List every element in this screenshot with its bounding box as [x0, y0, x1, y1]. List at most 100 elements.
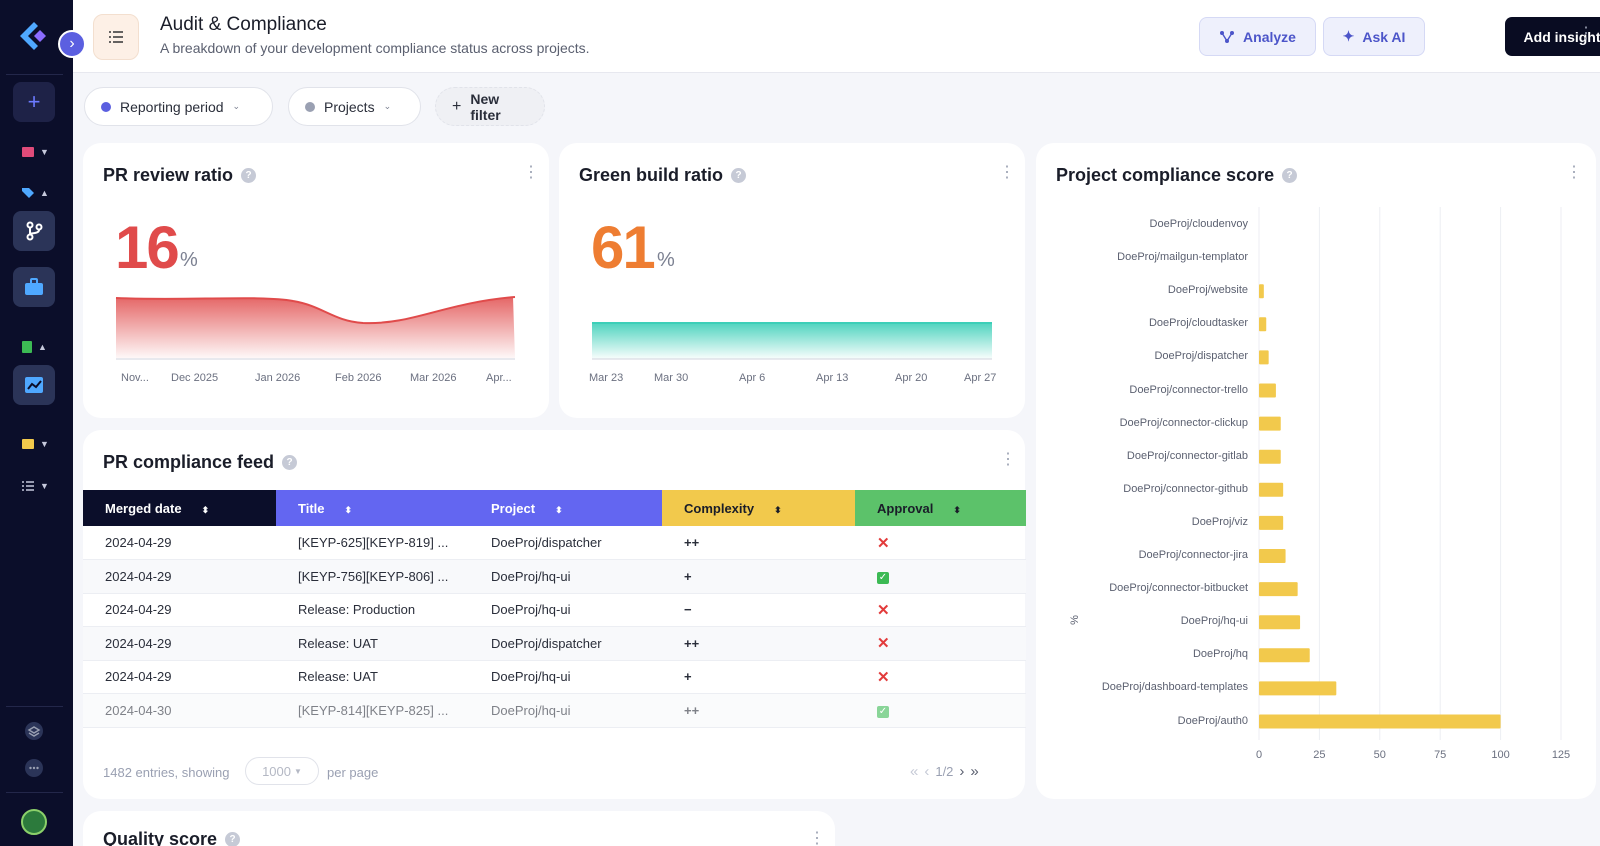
expand-sidebar-button[interactable]: ›: [58, 30, 86, 58]
help-icon[interactable]: ?: [225, 832, 241, 846]
card-menu-icon[interactable]: ⋮: [1000, 451, 1016, 468]
sort-icon[interactable]: ⬍: [555, 504, 563, 515]
bar[interactable]: [1259, 350, 1269, 365]
cell-project[interactable]: DoeProj/dispatcher: [469, 526, 662, 560]
bar[interactable]: [1259, 482, 1284, 497]
approved-icon: ✓: [877, 706, 889, 719]
help-icon[interactable]: ?: [282, 455, 298, 470]
table-row[interactable]: 2024-04-29 Release: UAT DoeProj/hq-ui + ✕: [83, 660, 1026, 694]
cell-title[interactable]: Release: Production: [276, 593, 469, 627]
cell-complexity: ++: [662, 626, 855, 661]
sidebar-divider: [6, 792, 63, 793]
chevron-up-icon: ▲: [40, 188, 49, 198]
add-insight-button[interactable]: Add insight▼: [1505, 17, 1600, 56]
filter-label: Projects: [324, 98, 375, 115]
bar[interactable]: [1259, 383, 1276, 398]
cell-title[interactable]: [KEYP-625][KEYP-819] ...: [276, 526, 469, 560]
sidebar-item-notes[interactable]: ▼: [21, 438, 49, 450]
column-header[interactable]: Merged date ⬍: [83, 490, 276, 526]
cell-project[interactable]: DoeProj/hq-ui: [469, 693, 662, 728]
bar[interactable]: [1259, 549, 1286, 563]
card-menu-icon[interactable]: ⋮: [999, 164, 1015, 181]
chevron-right-icon: ›: [69, 35, 75, 52]
bar[interactable]: [1259, 681, 1337, 696]
analyze-button[interactable]: Analyze: [1199, 17, 1316, 56]
cell-complexity: +: [662, 660, 855, 694]
layers-button[interactable]: [13, 711, 55, 751]
new-filter-button[interactable]: + New filter: [435, 87, 545, 126]
sidebar-item-docs[interactable]: ▲: [21, 340, 47, 354]
x-tick-label: Mar 2026: [410, 372, 457, 384]
help-icon[interactable]: ?: [241, 168, 257, 183]
more-menu-icon[interactable]: ⋮: [1578, 25, 1594, 42]
sidebar-item-portfolio[interactable]: [13, 267, 55, 307]
cell-title[interactable]: [KEYP-814][KEYP-825] ...: [276, 693, 469, 728]
card-menu-icon[interactable]: ⋮: [809, 830, 825, 846]
x-tick-label: Feb 2026: [335, 372, 382, 384]
app-logo[interactable]: [14, 18, 54, 54]
last-page-icon[interactable]: »: [970, 763, 979, 780]
sidebar-item-insights[interactable]: [13, 365, 55, 405]
column-label: Title: [298, 500, 325, 516]
help-icon[interactable]: ?: [1282, 168, 1298, 183]
category-label: DoeProj/dispatcher: [1154, 350, 1248, 363]
metric-unit: %: [657, 249, 675, 271]
cell-title[interactable]: [KEYP-756][KEYP-806] ...: [276, 559, 469, 594]
bar[interactable]: [1259, 317, 1267, 332]
card-menu-icon[interactable]: ⋮: [523, 164, 539, 181]
not-approved-icon: ✕: [877, 635, 890, 653]
cell-title[interactable]: Release: UAT: [276, 660, 469, 694]
page-subtitle: A breakdown of your development complian…: [160, 40, 590, 56]
sidebar-item-branches[interactable]: [13, 211, 55, 251]
bar[interactable]: [1259, 284, 1264, 299]
table-row[interactable]: 2024-04-29 [KEYP-756][KEYP-806] ... DoePro…: [83, 559, 1026, 594]
table-row[interactable]: 2024-04-29 [KEYP-625][KEYP-819] ... DoePro…: [83, 526, 1026, 560]
bar[interactable]: [1259, 449, 1281, 464]
filter-label: Reporting period: [120, 98, 224, 115]
x-tick-label: Apr 6: [739, 372, 766, 384]
bar[interactable]: [1259, 714, 1501, 729]
ask-ai-button[interactable]: ✦ Ask AI: [1323, 17, 1425, 56]
x-tick-label: Jan 2026: [255, 372, 301, 384]
bar[interactable]: [1259, 416, 1281, 431]
first-page-icon[interactable]: «: [910, 763, 919, 780]
card-menu-icon[interactable]: ⋮: [1566, 164, 1582, 181]
sort-icon[interactable]: ⬍: [774, 504, 782, 515]
column-header[interactable]: Project ⬍: [469, 490, 662, 526]
cell-project[interactable]: DoeProj/hq-ui: [469, 559, 662, 594]
bar[interactable]: [1259, 582, 1298, 597]
cell-project[interactable]: DoeProj/hq-ui: [469, 660, 662, 694]
avatar[interactable]: [21, 809, 47, 835]
filter-projects[interactable]: Projects ⌄: [288, 87, 421, 126]
bar[interactable]: [1259, 515, 1284, 530]
column-header[interactable]: Complexity ⬍: [662, 490, 855, 526]
sidebar-item-tags[interactable]: ▲: [21, 187, 49, 199]
table-row[interactable]: 2024-04-30 [KEYP-814][KEYP-825] ... DoePro…: [83, 693, 1026, 728]
filter-reporting-period[interactable]: Reporting period ⌄: [84, 87, 273, 126]
sidebar-item-list[interactable]: ▼: [21, 480, 49, 492]
cell-title[interactable]: Release: UAT: [276, 626, 469, 661]
cell-project[interactable]: DoeProj/hq-ui: [469, 593, 662, 627]
create-button[interactable]: +: [13, 82, 55, 122]
per-page-select[interactable]: 1000 ▼: [245, 757, 319, 785]
metric-value: 61: [591, 214, 656, 281]
bar[interactable]: [1259, 648, 1310, 663]
x-tick-label: Dec 2025: [171, 372, 219, 384]
table-row[interactable]: 2024-04-29 Release: UAT DoeProj/dispatcher…: [83, 626, 1026, 661]
sidebar-item-inbox[interactable]: ▼: [21, 146, 49, 158]
x-tick-label: 50: [1374, 749, 1386, 761]
sort-icon[interactable]: ⬍: [201, 504, 210, 515]
checklist-icon: [109, 31, 123, 43]
column-header[interactable]: Approval ⬍: [855, 490, 1026, 526]
cell-project[interactable]: DoeProj/dispatcher: [469, 626, 662, 661]
category-label: DoeProj/connector-gitlab: [1126, 449, 1248, 462]
bar[interactable]: [1259, 615, 1301, 630]
help-icon[interactable]: ?: [731, 168, 747, 183]
next-page-icon[interactable]: ›: [959, 763, 965, 780]
chat-button[interactable]: [13, 748, 55, 788]
sort-icon[interactable]: ⬍: [953, 504, 961, 515]
column-header[interactable]: Title ⬍: [276, 490, 469, 526]
sort-icon[interactable]: ⬍: [344, 504, 353, 515]
prev-page-icon[interactable]: ‹: [924, 763, 930, 780]
table-row[interactable]: 2024-04-29 Release: Production DoeProj/hq-…: [83, 593, 1026, 627]
